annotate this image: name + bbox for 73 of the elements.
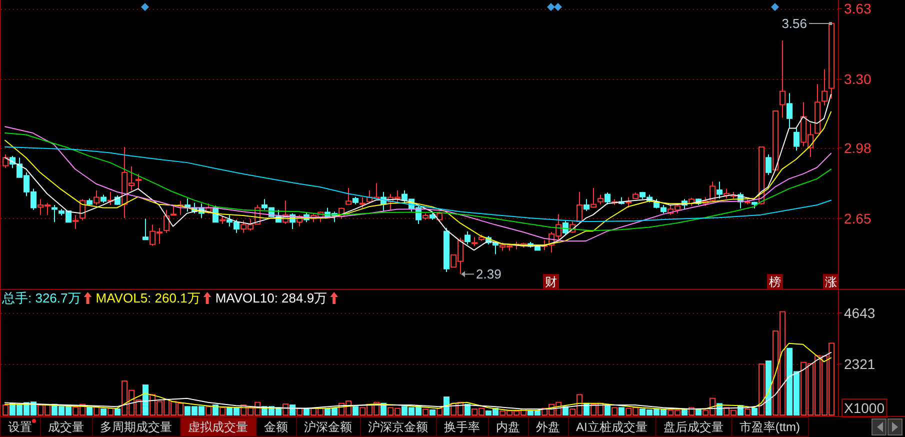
text: 市盈率(ttm)	[739, 420, 800, 434]
y-tick-label: 4643	[844, 305, 876, 321]
text: 换手率	[444, 420, 480, 434]
candlestick	[136, 173, 142, 190]
annotation: 总手: 326.7万	[1, 290, 81, 306]
bar	[100, 408, 106, 416]
bar	[696, 409, 702, 416]
candlestick	[346, 188, 352, 205]
candlestick	[142, 218, 148, 240]
annotation: MAVOL5: 260.1万	[96, 290, 200, 306]
candlestick	[52, 204, 58, 223]
candlestick	[72, 214, 78, 230]
text: 外盘	[536, 420, 560, 434]
bar	[752, 408, 758, 416]
bar	[604, 405, 610, 416]
candlestick	[724, 188, 730, 200]
candlestick	[464, 230, 470, 245]
bar	[430, 409, 436, 416]
text: 成交量	[48, 420, 84, 434]
annotation: 榜	[769, 275, 781, 289]
text: 盘后成交量	[663, 420, 724, 434]
bar	[682, 409, 688, 416]
bar	[464, 404, 470, 416]
candlestick	[598, 194, 604, 205]
y-tick-label: 3.63	[844, 0, 872, 17]
line-series	[4, 352, 832, 410]
candlestick	[794, 128, 800, 152]
candlestick	[94, 190, 100, 206]
bar	[444, 396, 450, 416]
text: 虚拟成交量	[188, 420, 248, 434]
candlestick	[584, 198, 590, 212]
text: 设置	[8, 420, 32, 434]
candlestick	[2, 154, 8, 169]
text: 金额	[264, 420, 288, 434]
candlestick	[822, 68, 828, 106]
line-series	[4, 342, 832, 411]
text: 沪深京金额	[368, 420, 428, 434]
bar	[766, 360, 772, 416]
bar	[220, 407, 226, 416]
annotation: 2.39	[476, 266, 502, 282]
bar	[206, 406, 212, 416]
text: 多周期成交量	[100, 420, 172, 434]
candlestick	[164, 209, 170, 234]
candlestick	[576, 191, 582, 224]
candlestick	[626, 196, 632, 208]
annotation: 3.56	[782, 16, 807, 32]
annotation: 财	[545, 275, 557, 289]
annotation: MAVOL10: 284.9万	[215, 290, 328, 306]
bar	[142, 384, 148, 416]
candlestick	[436, 211, 442, 223]
candlestick	[780, 40, 786, 118]
y-axis-title: X1000	[844, 400, 885, 416]
bar	[114, 408, 120, 416]
candlestick	[786, 92, 792, 129]
candlestick	[604, 192, 610, 205]
y-tick-label: 3.30	[844, 71, 872, 88]
y-tick-label: 2321	[844, 356, 876, 372]
candlestick	[590, 188, 596, 208]
annotation: 涨	[825, 275, 837, 289]
candlestick	[716, 181, 722, 200]
text: AI立桩成交量	[576, 420, 648, 434]
bar	[352, 406, 358, 416]
bar	[212, 404, 218, 416]
bar	[618, 407, 624, 416]
y-tick-label: 2.65	[844, 210, 872, 226]
line-series	[4, 146, 832, 222]
text: 沪深金额	[304, 420, 352, 434]
candlestick	[562, 220, 568, 236]
candlestick	[766, 154, 772, 176]
bar	[86, 406, 92, 416]
candlestick	[360, 196, 366, 208]
y-tick-label: 2.98	[844, 140, 872, 156]
text: 内盘	[496, 420, 520, 434]
